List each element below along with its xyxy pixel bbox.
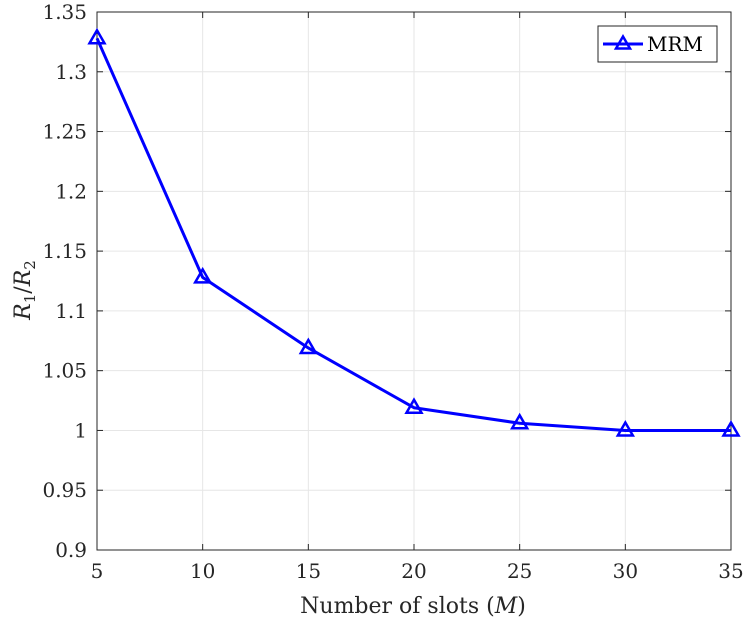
y-axis-label-sub1: 1 (21, 294, 39, 304)
x-tick-label: 5 (91, 559, 104, 583)
data-point-marker (87, 27, 107, 45)
y-axis-label-r2: R (11, 270, 36, 288)
y-tick-label: 1.35 (42, 0, 87, 24)
data-point-marker (615, 419, 635, 437)
series-line-mrm (95, 37, 731, 432)
data-point-marker (193, 266, 213, 284)
y-tick-label: 1.15 (42, 239, 87, 263)
x-axis-label: Number of slots (M) (300, 594, 526, 619)
legend-triangle-marker (613, 34, 633, 50)
y-axis-label: R1/R2 (11, 260, 39, 321)
data-point-marker (404, 397, 424, 414)
x-tick-label: 25 (507, 559, 532, 583)
series-layer (87, 27, 741, 437)
y-axis-label-slash: / (11, 286, 36, 294)
y-tick-label: 1.2 (55, 179, 87, 203)
axis-ticks (96, 11, 732, 551)
data-point-marker (721, 419, 741, 437)
y-tick-label: 1.3 (55, 60, 87, 84)
y-axis-label-r1: R (11, 303, 36, 321)
y-tick-labels: 0.9 0.95 1 1.05 1.1 1.15 1.2 1.25 1.3 1.35 (42, 0, 87, 562)
x-axis-label-close: ) (517, 594, 526, 619)
y-tick-label: 1.1 (55, 299, 87, 323)
y-tick-label: 1 (74, 418, 87, 442)
x-tick-labels: 5 10 15 20 25 30 35 (91, 559, 744, 583)
x-tick-label: 20 (401, 559, 426, 583)
x-tick-label: 35 (718, 559, 743, 583)
x-axis-label-variable: M (494, 594, 518, 619)
y-tick-label: 0.95 (42, 478, 87, 502)
y-tick-label: 1.05 (42, 359, 87, 383)
y-tick-label: 1.25 (42, 120, 87, 144)
legend-label: MRM (647, 32, 703, 56)
x-tick-label: 15 (296, 559, 321, 583)
x-axis-label-text: Number of slots ( (300, 594, 495, 619)
legend: MRM (597, 25, 718, 63)
y-tick-label: 0.9 (55, 538, 87, 562)
data-point-marker (510, 412, 530, 430)
x-tick-label: 30 (613, 559, 638, 583)
y-axis-label-sub2: 2 (21, 260, 39, 270)
x-tick-label: 10 (190, 559, 215, 583)
data-point-marker (298, 337, 318, 355)
